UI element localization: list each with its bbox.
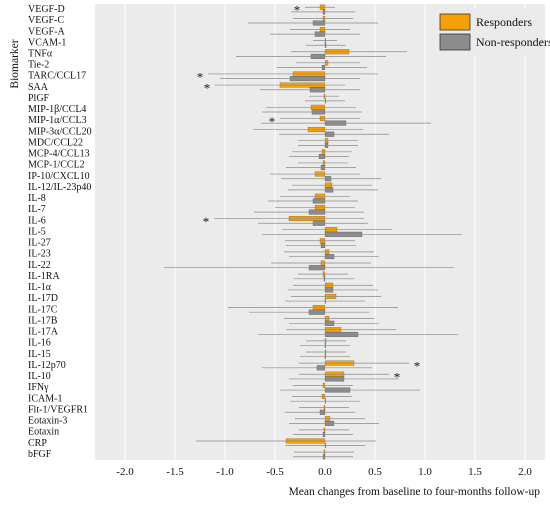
category-label: IL-7 [28,204,46,215]
category-label: TNFα [28,48,53,59]
category-label: ICAM-1 [28,393,62,404]
x-tick-label: -0.5 [266,466,284,478]
category-label: PlGF [28,93,50,104]
category-label: IL-1α [28,282,52,293]
x-tick-label: -1.5 [166,466,184,478]
category-label: MCP-1/CCL2 [28,160,85,171]
legend-label-responders: Responders [476,15,532,29]
significance-star: * [197,69,204,84]
error-bars [164,6,462,458]
category-label: IL-1RA [28,271,60,282]
x-tick-label: -2.0 [116,466,134,478]
category-label: IFNγ [28,382,49,393]
category-label: VCAM-1 [28,37,66,48]
category-label: VEGF-D [28,4,65,15]
significance-star: * [204,80,211,95]
category-label: VEGF-A [28,26,65,37]
category-label: IL-17D [28,293,58,304]
y-axis-title: Biomarker [9,39,21,88]
category-label: IL-17C [28,304,58,315]
legend-label-non-responders: Non-responders [476,35,550,49]
grid-lines [124,4,526,460]
x-tick-label: 1.0 [418,466,432,478]
category-label: TARC/CCL17 [28,71,86,82]
category-label: MIP-3α/CCL20 [28,126,92,137]
category-labels: VEGF-DVEGF-CVEGF-AVCAM-1TNFαTie-2TARC/CC… [28,4,92,460]
legend: Responders Non-responders [434,9,550,55]
x-tick-label: -1.0 [216,466,234,478]
x-tick-labels: -2.0 -1.5 -1.0 -0.5 0.0 0.5 1.0 1.5 2.0 [116,466,532,478]
category-label: IL-17B [28,315,58,326]
category-label: Tie-2 [28,60,49,71]
x-tick-label: 1.5 [468,466,482,478]
category-label: IL-8 [28,193,46,204]
category-label: IL-27 [28,238,51,249]
category-label: MCP-4/CCL13 [28,149,90,160]
category-label: MDC/CCL22 [28,137,83,148]
x-axis-title: Mean changes from baseline to four-month… [289,486,541,498]
category-label: IL-23 [28,249,51,260]
significance-star: * [203,214,210,229]
category-label: Eotaxin-3 [28,416,67,427]
category-label: CRP [28,438,47,449]
legend-swatch-responders [439,13,471,31]
x-tick-label: 0.5 [368,466,382,478]
category-label: IL-15 [28,349,51,360]
category-label: bFGF [28,449,52,460]
category-label: IL-12/IL-23p40 [28,182,91,193]
x-tick-label: 0.0 [318,466,332,478]
category-label: IL-10 [28,371,51,382]
category-label: IL-17A [28,327,59,338]
category-label: IL-12p70 [28,360,66,371]
category-label: IL-22 [28,260,51,271]
category-label: IL-5 [28,226,46,237]
category-label: IL-16 [28,338,51,349]
category-label: Eotaxin [28,427,59,438]
category-label: IL-6 [28,215,46,226]
category-label: VEGF-C [28,15,64,26]
category-label: Flt-1/VEGFR1 [28,404,88,415]
significance-star: * [414,358,421,373]
category-label: SAA [28,82,49,93]
x-tick-label: 2.0 [518,466,532,478]
legend-swatch-non-responders [439,33,471,51]
significance-markers: ******* [197,3,421,385]
category-label: MIP-1β/CCL4 [28,104,86,115]
significance-star: * [394,370,401,385]
significance-star: * [294,3,301,18]
category-label: IP-10/CXCL10 [28,171,90,182]
significance-star: * [269,114,276,129]
category-label: MIP-1α/CCL3 [28,115,87,126]
